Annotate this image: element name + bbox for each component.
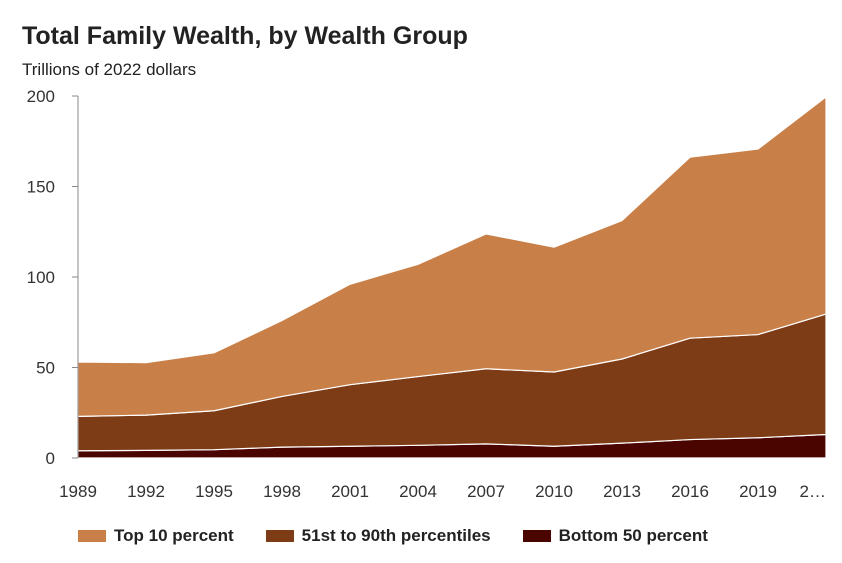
y-tick-label: 50 xyxy=(36,359,55,378)
chart-legend: Top 10 percent 51st to 90th percentiles Bo… xyxy=(78,526,740,546)
x-tick-label: 1989 xyxy=(59,482,97,501)
chart-subtitle: Trillions of 2022 dollars xyxy=(22,60,197,79)
legend-label: 51st to 90th percentiles xyxy=(301,526,491,545)
y-tick-label: 100 xyxy=(27,268,55,287)
x-tick-label: 1995 xyxy=(195,482,233,501)
chart-title: Total Family Wealth, by Wealth Group xyxy=(22,22,468,50)
legend-label: Top 10 percent xyxy=(114,526,234,545)
y-tick-label: 150 xyxy=(27,178,55,197)
x-tick-label: 1998 xyxy=(263,482,301,501)
area-top-10-percent xyxy=(77,96,827,417)
y-tick-label: 0 xyxy=(46,449,55,468)
x-tick-label: 2019 xyxy=(739,482,777,501)
x-tick-label: 2013 xyxy=(603,482,641,501)
x-tick-label: 2… xyxy=(800,482,826,501)
x-tick-label: 2010 xyxy=(535,482,573,501)
x-tick-label: 2016 xyxy=(671,482,709,501)
legend-item: Bottom 50 percent xyxy=(522,526,708,546)
x-tick-label: 2001 xyxy=(331,482,369,501)
legend-swatch xyxy=(78,530,106,542)
legend-item: Top 10 percent xyxy=(78,526,234,546)
legend-swatch xyxy=(522,530,551,542)
x-tick-label: 2007 xyxy=(467,482,505,501)
legend-item: 51st to 90th percentiles xyxy=(265,526,491,546)
legend-label: Bottom 50 percent xyxy=(558,526,708,545)
y-tick-label: 200 xyxy=(27,87,55,106)
legend-swatch xyxy=(265,530,294,542)
x-tick-label: 1992 xyxy=(127,482,165,501)
x-tick-label: 2004 xyxy=(399,482,437,501)
